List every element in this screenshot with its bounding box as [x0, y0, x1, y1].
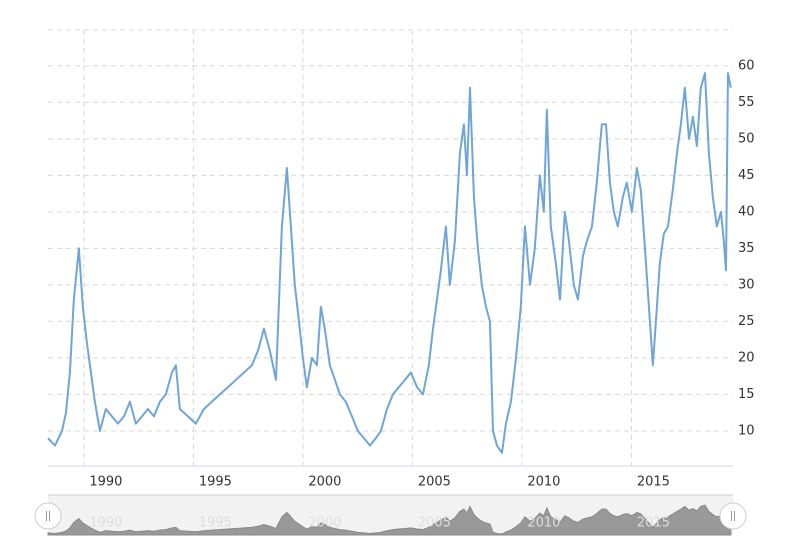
y-tick-label: 45: [738, 168, 755, 183]
x-tick-label: 1990: [89, 475, 122, 490]
y-tick-label: 30: [738, 277, 755, 292]
y-tick-label: 55: [738, 95, 755, 110]
series-line: [47, 72, 732, 454]
y-tick-label: 15: [738, 387, 755, 402]
x-tick-label: 2005: [418, 475, 451, 490]
y-tick-label: 20: [738, 350, 755, 365]
navigator-label: 2010: [527, 516, 560, 531]
navigator-series: [47, 504, 732, 536]
navigator-area: [47, 504, 732, 536]
x-tick-label: 2000: [308, 475, 341, 490]
navigator-label: 2000: [308, 516, 341, 531]
x-tick-label: 1995: [199, 475, 232, 490]
handle-knob: [34, 502, 62, 530]
navigator-handle[interactable]: [34, 502, 62, 530]
y-tick-label: 40: [738, 204, 755, 219]
navigator-label: 2015: [637, 516, 670, 531]
y-tick-label: 35: [738, 241, 755, 256]
y-tick-label: 25: [738, 314, 755, 329]
navigator-label: 1995: [199, 516, 232, 531]
x-tick-label: 2010: [527, 475, 560, 490]
navigator-label: 2005: [418, 516, 451, 531]
y-tick-label: 10: [738, 423, 755, 438]
x-tick-label: 2015: [637, 475, 670, 490]
navigator-label: 1990: [89, 516, 122, 531]
navigator-handle[interactable]: [719, 502, 747, 530]
handle-knob: [719, 502, 747, 530]
y-tick-label: 50: [738, 131, 755, 146]
y-tick-label: 60: [738, 58, 755, 73]
